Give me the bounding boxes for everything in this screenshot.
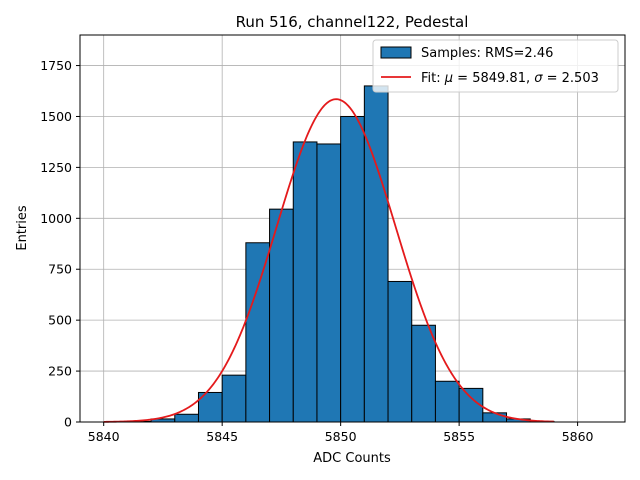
x-tick-label: 5850: [325, 429, 357, 444]
y-tick-label: 1250: [40, 160, 72, 175]
y-tick-label: 1500: [40, 109, 72, 124]
x-axis-label: ADC Counts: [313, 451, 391, 466]
histogram-bar: [434, 380, 460, 423]
x-tick-label: 5845: [206, 429, 238, 444]
x-tick-label: 5855: [443, 429, 475, 444]
legend-fit-mu-symbol: μ: [444, 71, 453, 86]
y-tick-label: 750: [48, 262, 72, 277]
legend-samples-swatch: [380, 46, 412, 59]
legend-fit-prefix: Fit:: [421, 71, 445, 86]
legend-fit-mu-text: = 5849.81,: [453, 71, 534, 86]
chart-title: Run 516, channel122, Pedestal: [236, 13, 469, 31]
y-tick-label: 0: [64, 415, 72, 430]
y-tick-label: 500: [48, 313, 72, 328]
histogram-bar: [411, 324, 436, 423]
plot-frame: [79, 34, 626, 423]
fit-curve-layer: [103, 98, 554, 423]
x-tick-label: 5860: [562, 429, 594, 444]
histogram-bar: [387, 280, 413, 423]
histogram-bar: [221, 374, 247, 423]
histogram-bar: [340, 115, 365, 423]
gaussian-fit-curve: [103, 98, 554, 423]
histogram-bar: [292, 141, 318, 423]
histogram-bar: [363, 85, 389, 423]
legend-fit-label: Fit: μ = 5849.81, σ = 2.503: [421, 71, 599, 86]
legend-box: [372, 39, 619, 93]
legend-samples-label: Samples: RMS=2.46: [421, 46, 553, 61]
histogram-bar: [174, 413, 199, 423]
legend-fit-sigma-symbol: σ: [534, 71, 543, 86]
legend-fit-sigma-text: = 2.503: [542, 71, 598, 86]
y-axis-label: Entries: [15, 205, 30, 251]
y-tick-label: 1750: [40, 58, 72, 73]
x-tick-label: 5840: [88, 429, 120, 444]
y-tick-label: 1000: [40, 211, 72, 226]
x-axis-ticks: 5840 5845 5850 5855 5860: [88, 422, 594, 444]
y-axis-ticks: 0 250 500 750 1000 1250 1500 1750: [40, 58, 80, 430]
legend: Samples: RMS=2.46 Fit: μ = 5849.81, σ = …: [372, 39, 619, 93]
histogram-bar: [482, 412, 508, 423]
y-tick-label: 250: [48, 364, 72, 379]
histogram-bar: [316, 143, 342, 423]
histogram-bar: [245, 242, 271, 423]
